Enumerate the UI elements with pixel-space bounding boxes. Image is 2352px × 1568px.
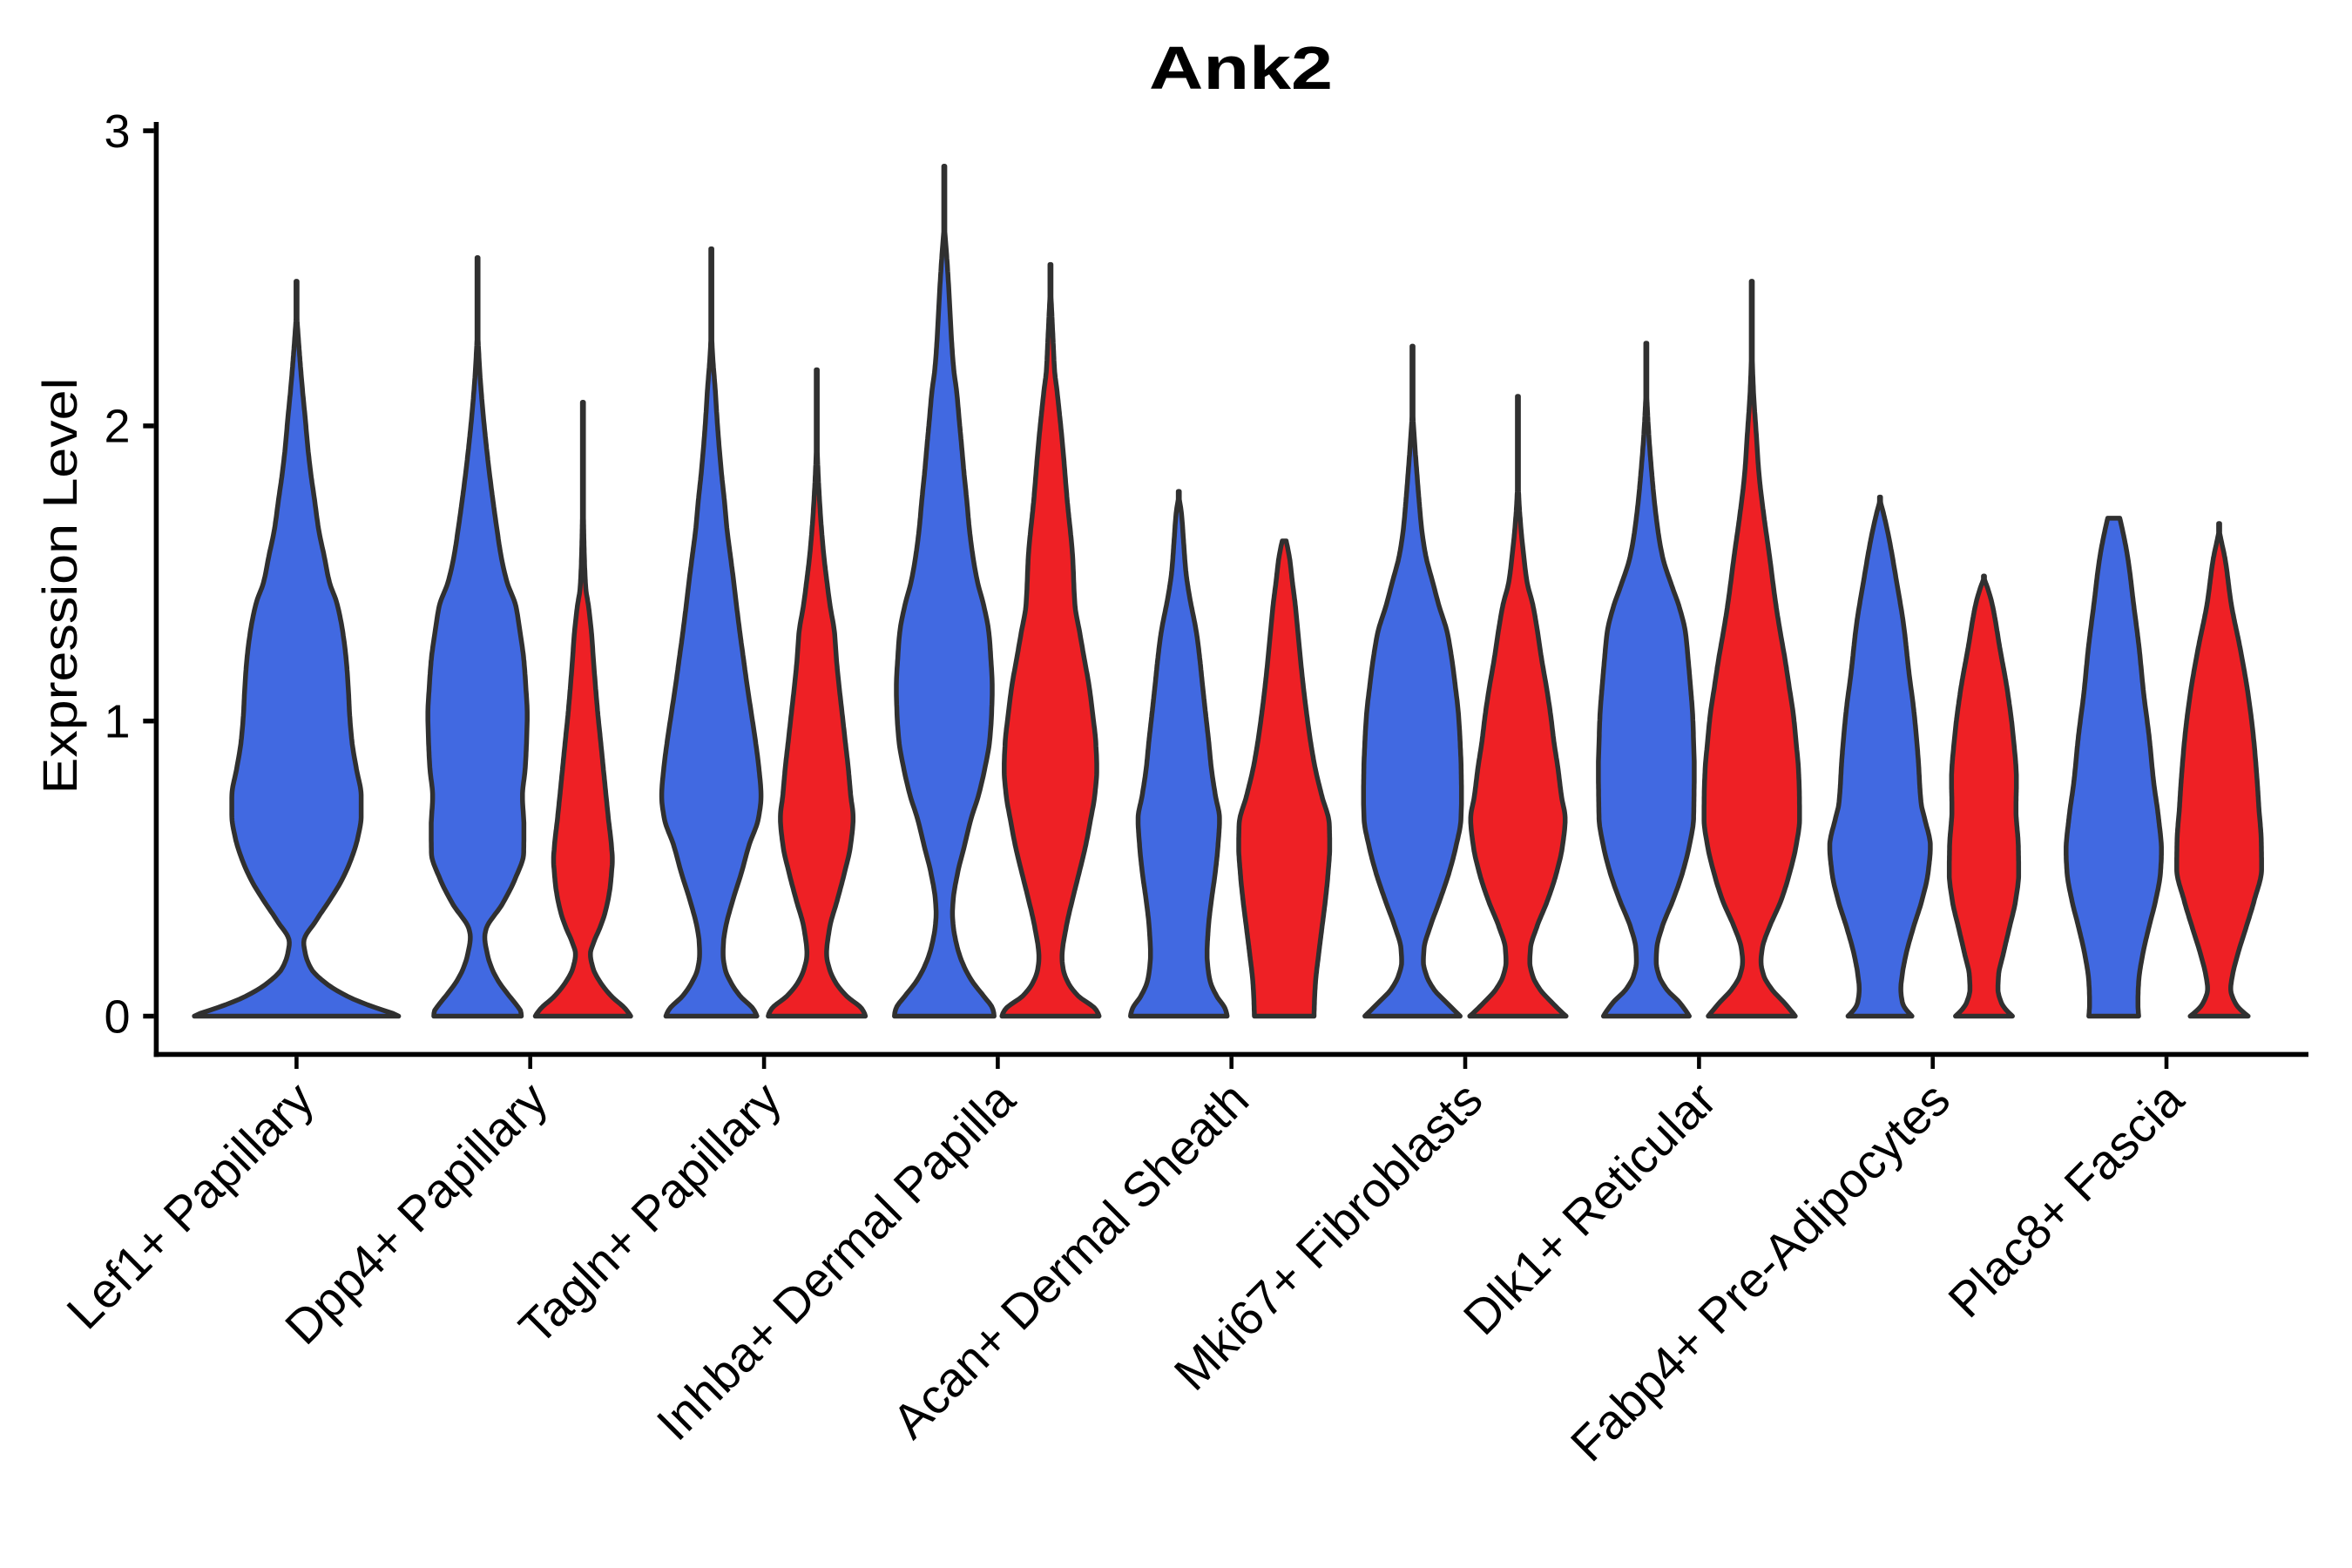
svg-text:1: 1 [104,696,130,748]
svg-text:2: 2 [104,401,130,453]
svg-text:3: 3 [104,105,130,158]
svg-text:Expression Level: Expression Level [32,378,87,794]
svg-text:0: 0 [104,990,130,1043]
svg-text:Ank2: Ank2 [1149,34,1333,102]
